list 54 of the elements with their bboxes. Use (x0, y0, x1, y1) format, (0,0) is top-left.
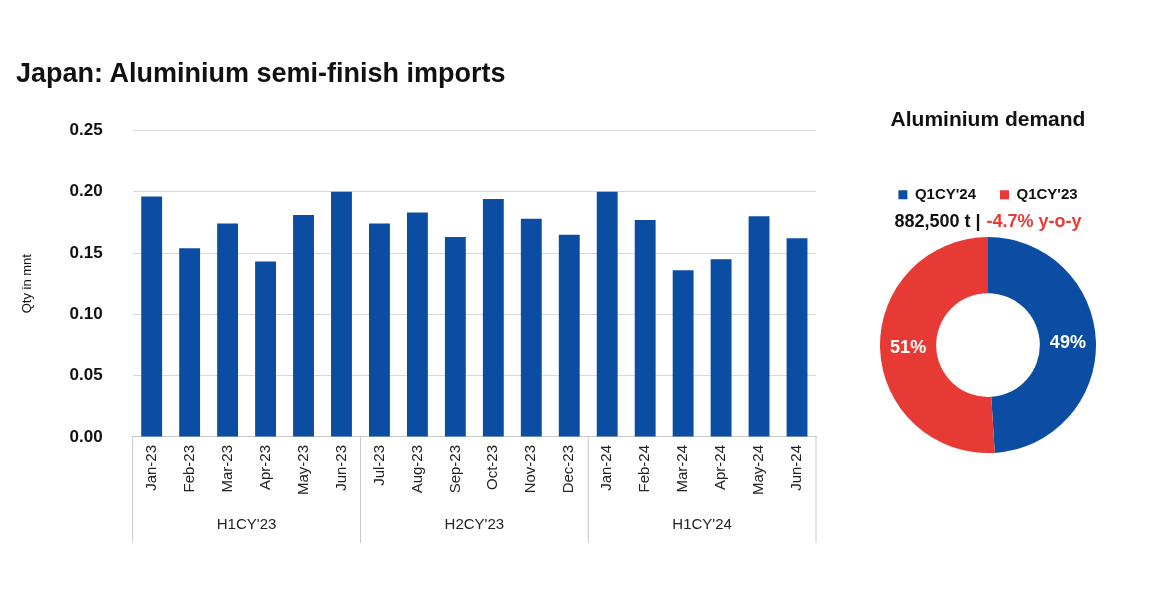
x-tick-label: Jan-23 (141, 444, 159, 491)
bar (596, 191, 618, 437)
bar (141, 196, 163, 437)
x-tick-label: May-24 (749, 444, 767, 496)
x-tick-label: Jul-23 (369, 444, 387, 486)
x-tick-label: Mar-23 (217, 444, 235, 493)
y-tick-label: 0.25 (69, 120, 103, 140)
bar (217, 223, 239, 437)
bar (672, 270, 694, 437)
x-tick-label: Mar-24 (673, 444, 691, 493)
data-label: 51% (890, 336, 927, 357)
x-tick-label: Oct-23 (483, 444, 501, 490)
bar (558, 234, 580, 437)
bar (520, 218, 542, 437)
x-tick-label: Apr-24 (711, 444, 729, 491)
y-tick-label: 0.20 (69, 181, 103, 201)
y-tick-label: 0.15 (69, 242, 103, 262)
x-tick-label: Jun-23 (331, 444, 349, 491)
bar (369, 223, 390, 437)
bar (634, 219, 656, 437)
x-tick-label: Feb-24 (635, 444, 653, 493)
bar (748, 216, 770, 437)
x-tick-label: Nov-23 (521, 444, 539, 494)
y-tick-label: 0.10 (69, 304, 103, 324)
y-tick-label: 0.05 (69, 365, 103, 385)
x-tick-label: Apr-23 (255, 444, 273, 491)
x-tick-label: Aug-23 (407, 444, 425, 494)
chart-title: Aluminium demand (890, 107, 1086, 131)
x-tick-label: May-23 (293, 444, 311, 496)
text: H1CY'23 (216, 515, 277, 533)
x-tick-label: Jun-24 (787, 444, 805, 491)
y-tick-label: 0.00 (69, 426, 103, 446)
chart-title: Japan: Aluminium semi-finish imports (16, 57, 506, 88)
bar (406, 212, 428, 437)
bar (255, 261, 276, 437)
text: -4.7% y-o-y (986, 211, 1082, 232)
x-tick-label: Jan-24 (597, 444, 615, 491)
x-tick-label: Sep-23 (445, 444, 463, 494)
bar (444, 237, 466, 437)
text: H1CY'24 (672, 515, 732, 533)
legend-label: Q1CY'24 (914, 184, 977, 202)
legend-label: Q1CY'23 (1016, 184, 1078, 202)
y-axis-title: Qty in mnt (19, 253, 35, 314)
bar (786, 238, 808, 437)
bar (293, 215, 314, 437)
bar (331, 191, 352, 437)
bar (482, 199, 504, 437)
text: 882,500 t | (894, 211, 981, 232)
x-tick-label: Feb-23 (179, 444, 197, 493)
data-label: 49% (1049, 331, 1086, 352)
text: H2CY'23 (444, 515, 505, 533)
bar (710, 259, 732, 437)
bar (179, 248, 201, 437)
x-tick-label: Dec-23 (559, 444, 577, 494)
